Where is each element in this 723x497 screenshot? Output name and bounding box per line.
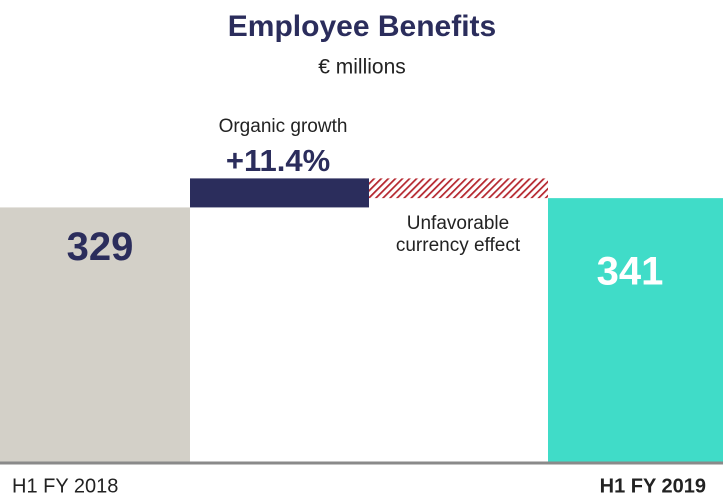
- bar: [548, 198, 723, 462]
- chart-title: Employee Benefits: [228, 10, 496, 43]
- value-label: 329: [67, 225, 134, 269]
- annotation: Unfavorable currency effect: [395, 213, 521, 256]
- bar: [190, 178, 369, 208]
- chart-subtitle: € millions: [318, 56, 406, 79]
- x-tick-label: H1 FY 2019: [600, 475, 706, 497]
- annotation: +11.4%: [225, 143, 331, 178]
- bar: [0, 207, 190, 462]
- value-label: 341: [597, 250, 664, 294]
- bar: [369, 178, 548, 199]
- annotation: Organic growth: [218, 116, 348, 137]
- x-tick-label: H1 FY 2018: [12, 475, 118, 497]
